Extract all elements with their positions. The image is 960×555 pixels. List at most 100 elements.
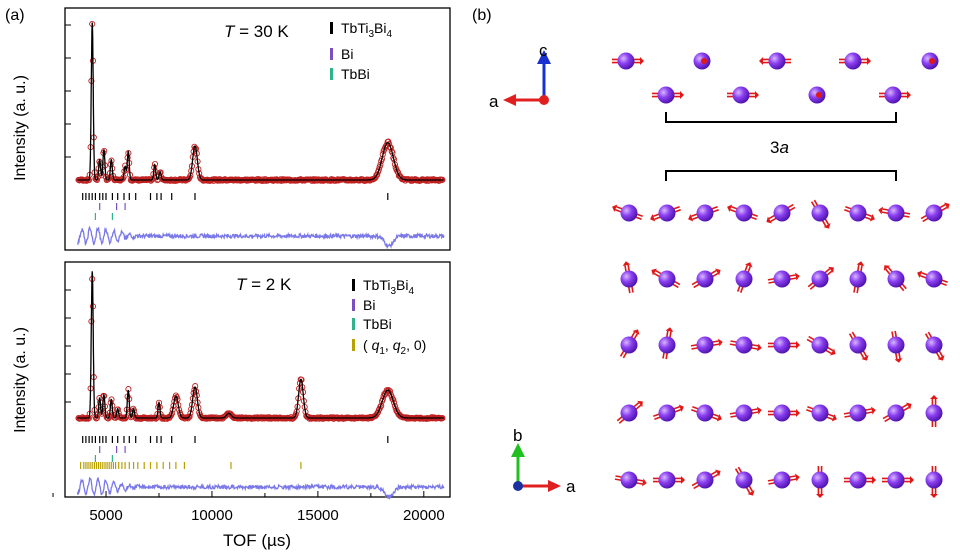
tb-atom [887,336,905,354]
spin-site [734,466,755,496]
tb-atom [773,270,791,288]
observed-point [128,413,135,420]
spin-site [688,204,719,222]
spin-site [619,329,640,359]
spin-arrow-head [759,57,763,65]
spin-site [925,466,943,498]
tb-atom [925,204,943,222]
bottom-temperature-value: = 2 K [251,275,292,294]
spin-site [616,400,643,424]
a-axis-label-top: a [489,92,499,111]
spin-arrow-head [642,478,647,487]
spin-arrow-head [727,204,733,212]
tb-atom [887,404,905,422]
panel-b-label: (b) [472,7,492,24]
tb-atom [735,204,753,222]
spin-site [917,270,948,288]
bottom-legend-part: 2 [401,346,407,357]
bottom-legend-part: q [372,337,380,353]
spin-arrow-head [718,338,723,347]
x-tick-label: 10000 [191,507,233,524]
observed-point [377,161,384,168]
tb-atom [773,204,791,222]
spin-arrow-head [681,476,685,484]
top-y-axis-label: Intensity (a. u.) [12,75,29,181]
bottom-legend-part: 4 [409,286,415,297]
spin-arrow-head [883,265,891,271]
spin-arrow-head [830,348,836,356]
tb-atom [735,336,753,354]
spin-site [768,336,800,354]
spin-site [759,52,791,70]
side-view-spin-chain [612,52,939,104]
period-label-top-italic: a [779,138,788,157]
observed-point [93,176,101,184]
tb-atom [620,270,638,288]
top-legend-label-bi: Bi [341,46,353,62]
bottom-legend-label-tbti3bi4: TbTi3Bi4 [363,277,415,297]
observed-point [291,414,298,421]
tb-atom [884,86,902,104]
spin-site [612,52,644,70]
tb-atom [735,404,753,422]
spin-site [727,204,758,222]
observed-point [185,175,192,182]
spin-site [691,404,722,422]
tb-atom [658,404,676,422]
tb-atom [887,204,905,222]
tb-atom [657,86,675,104]
spin-site [652,86,684,104]
spin-site [844,471,876,489]
top-legend: TbTi3Bi4 Bi TbBi [330,20,393,82]
tb-atom [732,86,750,104]
spin-site [882,402,912,423]
tb-atom [925,336,943,354]
observed-point [379,396,386,403]
observed-point [93,415,100,422]
spin-arrow-head [937,355,945,361]
tb-atom [696,404,714,422]
tb-atom [887,270,905,288]
spin-arrow-head [930,494,938,498]
tb-atom [658,471,676,489]
spin-arrow-head [796,409,800,417]
x-tick-label: 5000 [89,507,122,524]
period-label-top-prefix: 3 [770,138,779,157]
spin-site [768,404,800,422]
top-temperature-annotation: T = 30 K [224,22,289,41]
spin-site [849,261,867,294]
spin-site [882,471,914,489]
spin-site [653,471,685,489]
observed-point [186,413,193,420]
tb-atom [617,52,635,70]
spin-site [658,327,676,360]
tb-atom [925,404,943,422]
spin-arrow-head [650,214,656,222]
tb-atom [696,204,714,222]
bottom-legend-swatch-tbbi [352,318,355,330]
bottom-legend-part: TbTi [363,277,390,293]
spin-site [810,199,831,229]
bottom-x-axis-label: TOF (µs) [223,531,291,550]
top-legend-part: 4 [387,29,393,40]
spin-arrow-head [766,216,772,224]
top-temperature-value: = 30 K [239,22,289,41]
observed-point [385,138,392,145]
tb-atom [620,471,638,489]
bottom-legend-part: , 0) [406,337,426,353]
tb-atom [658,270,676,288]
spin-site [767,471,800,489]
top-temperature-symbol: T [224,22,236,41]
spin-out-of-plane [929,58,935,64]
c-axis-label: c [539,41,548,60]
spin-site [767,270,800,288]
spin-arrow-head [906,402,912,410]
tb-atom [811,471,829,489]
tb-atom [658,336,676,354]
tb-atom [811,404,829,422]
spin-site [879,86,911,104]
spin-site [735,262,753,293]
tb-atom [696,270,714,288]
fit-line [77,22,444,181]
spin-arrow-head [757,406,762,415]
